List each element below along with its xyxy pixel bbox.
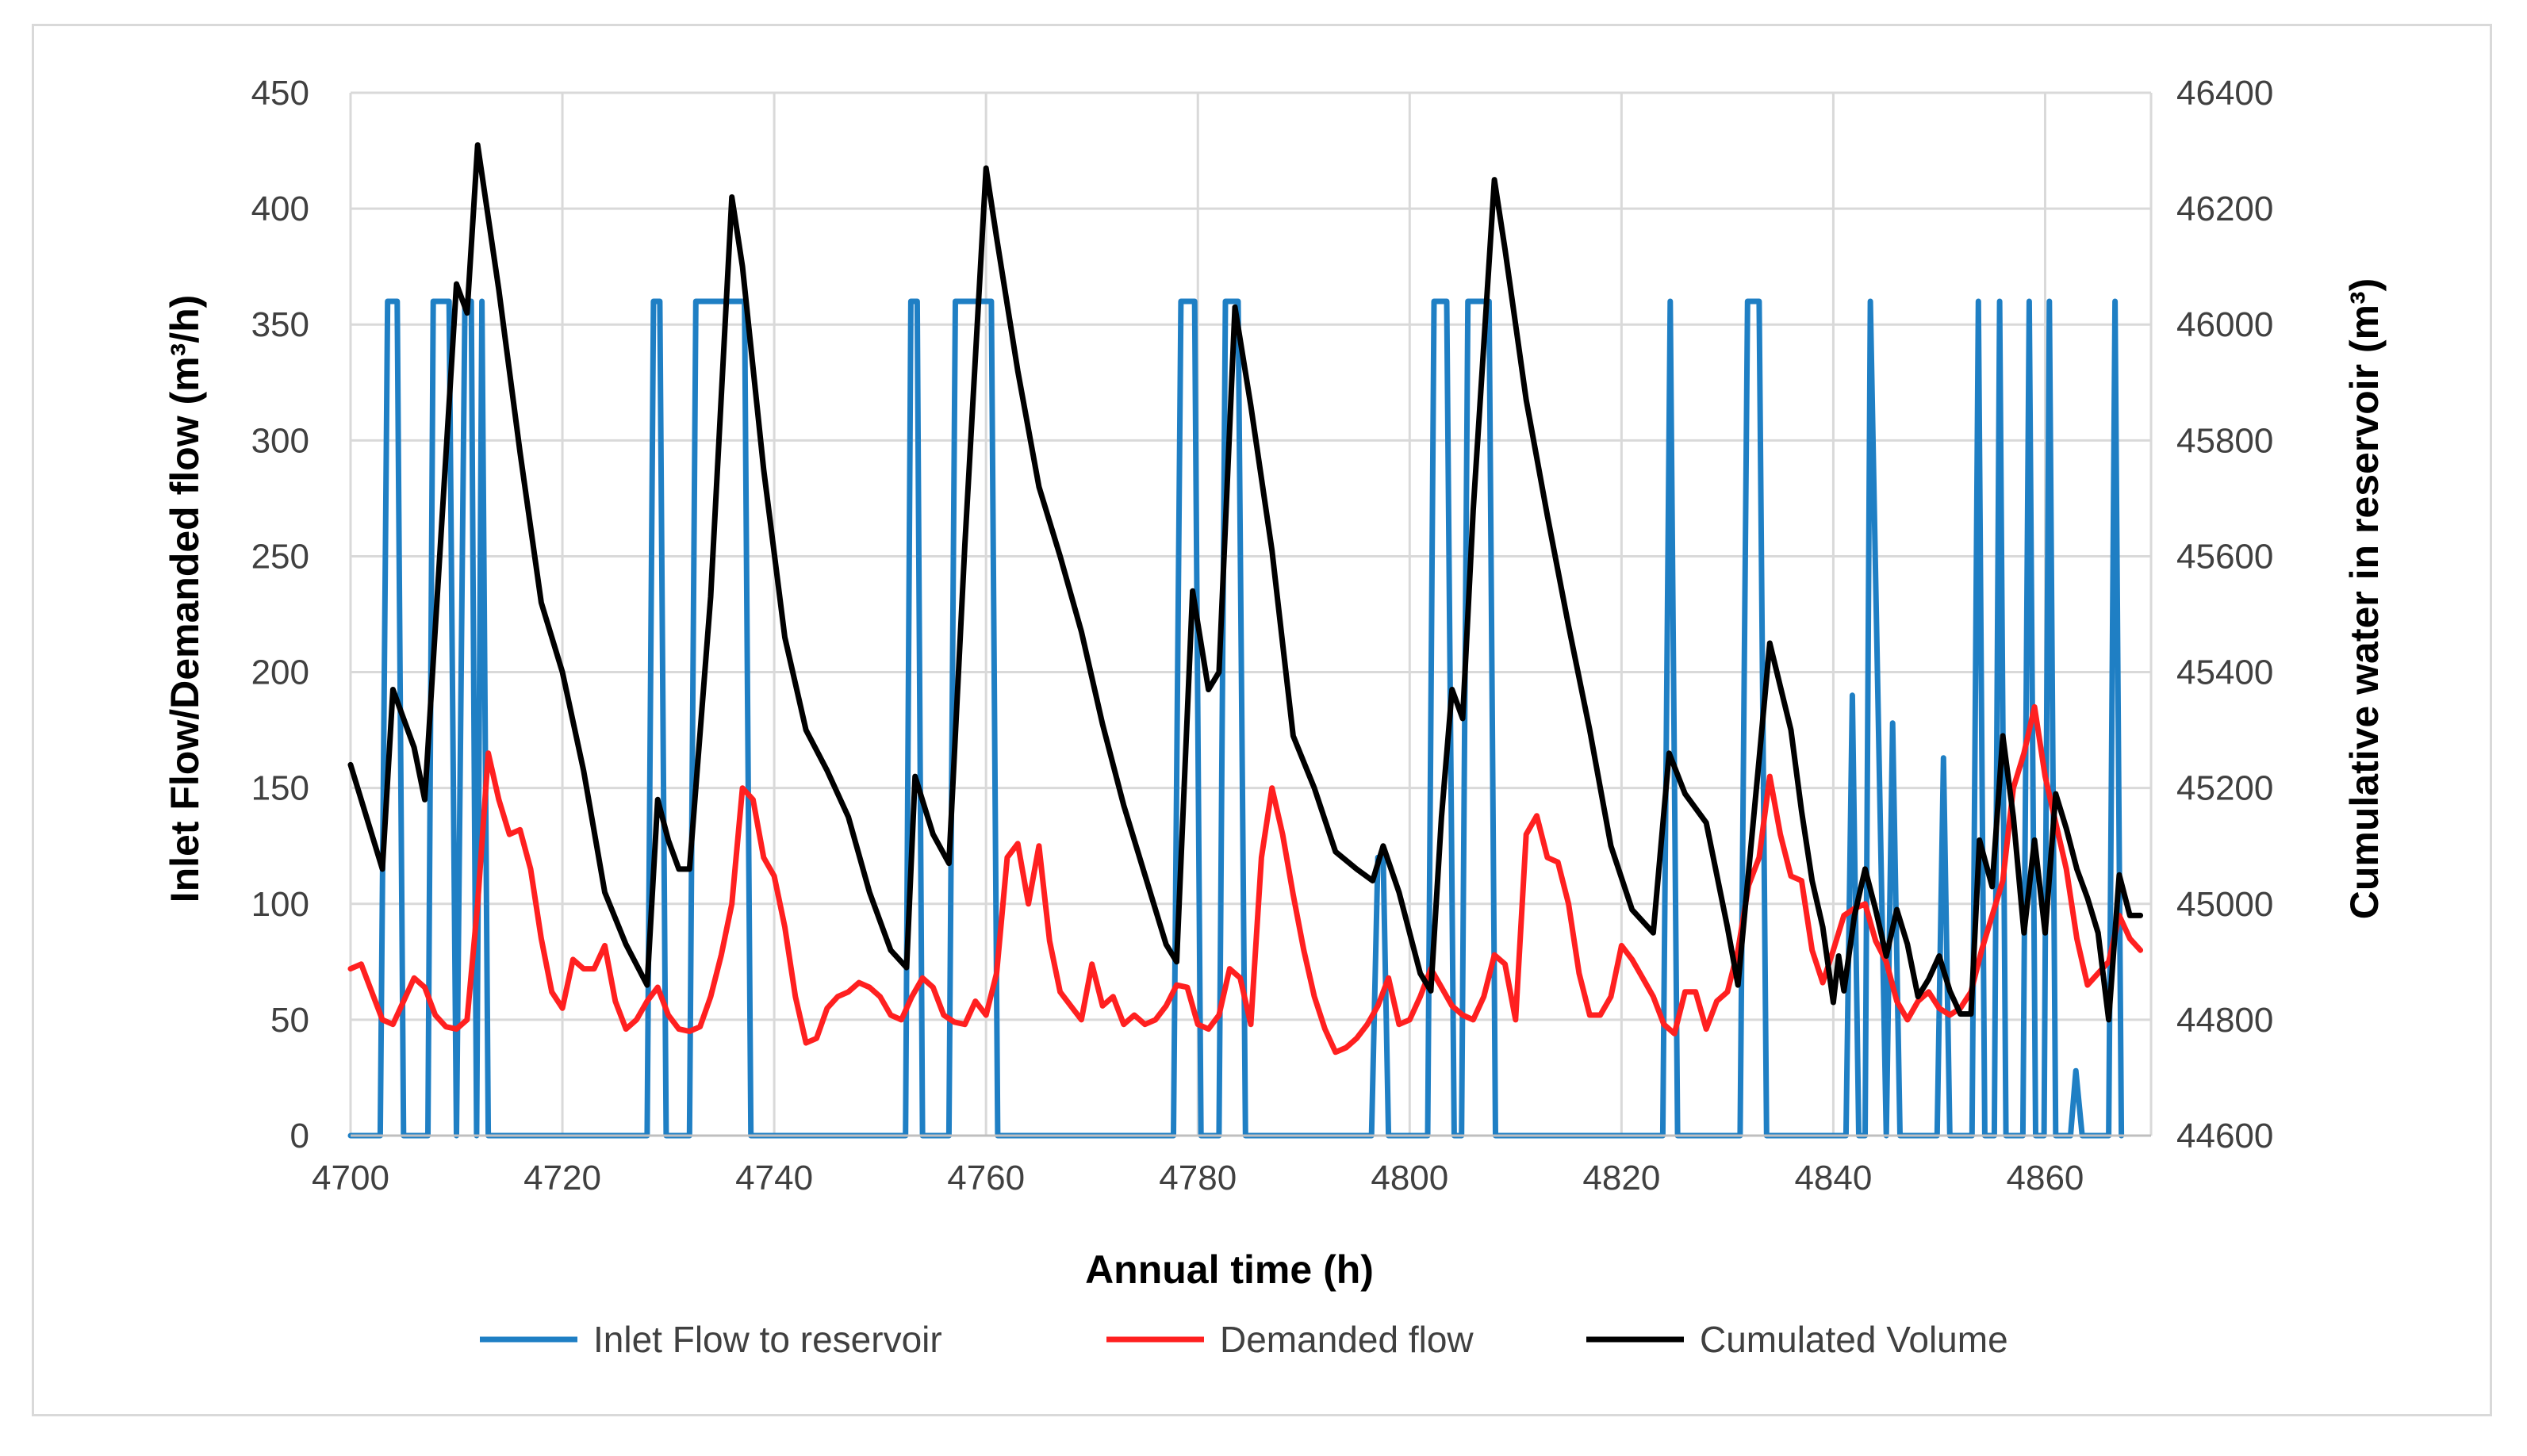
y-right-tick-label: 44600 (2176, 1117, 2273, 1155)
y-right-tick-label: 45800 (2176, 421, 2273, 460)
y-right-tick-label: 45200 (2176, 769, 2273, 808)
legend: Inlet Flow to reservoir Demanded flow Cu… (480, 1319, 2008, 1360)
y-right-tick-label: 46400 (2176, 74, 2273, 113)
series-layer (347, 142, 2144, 1139)
x-tick-labels: 4700 4720 4740 4760 4780 4800 4820 4840 4860 (312, 1159, 2084, 1197)
cumulated-volume-line (347, 142, 2144, 1023)
legend-label-inlet: Inlet Flow to reservoir (593, 1319, 942, 1360)
x-tick-label: 4760 (947, 1159, 1025, 1197)
y-left-tick-labels: 0 50 100 150 200 250 300 350 400 450 (251, 74, 309, 1155)
y-left-tick-label: 300 (251, 421, 309, 460)
y-right-tick-label: 45600 (2176, 537, 2273, 576)
legend-label-cumulated: Cumulated Volume (1700, 1319, 2008, 1360)
x-tick-label: 4800 (1371, 1159, 1448, 1197)
y-left-axis-title: Inlet Flow/Demanded flow (m³/h) (163, 295, 207, 903)
legend-label-demanded: Demanded flow (1220, 1319, 1474, 1360)
x-tick-label: 4860 (2007, 1159, 2084, 1197)
y-left-tick-label: 250 (251, 537, 309, 576)
x-tick-label: 4820 (1582, 1159, 1660, 1197)
y-right-tick-labels: 44600 44800 45000 45200 45400 45600 45800 46000… (2176, 74, 2273, 1155)
y-left-tick-label: 0 (290, 1117, 309, 1155)
y-right-tick-label: 45000 (2176, 885, 2273, 924)
y-right-tick-label: 44800 (2176, 1001, 2273, 1040)
y-left-tick-label: 200 (251, 653, 309, 692)
x-tick-label: 4700 (312, 1159, 389, 1197)
demanded-flow-line (347, 703, 2144, 1056)
x-tick-label: 4720 (523, 1159, 601, 1197)
y-left-tick-label: 100 (251, 885, 309, 924)
y-left-tick-label: 450 (251, 74, 309, 113)
y-left-tick-label: 400 (251, 190, 309, 228)
chart-frame (32, 24, 2492, 1416)
y-left-tick-label: 350 (251, 305, 309, 344)
y-right-axis-title: Cumulative water in reservoir (m³) (2342, 278, 2387, 920)
x-tick-label: 4740 (735, 1159, 813, 1197)
y-left-tick-label: 50 (270, 1001, 309, 1040)
x-axis-title: Annual time (h) (1085, 1247, 1374, 1292)
x-tick-label: 4840 (1794, 1159, 1872, 1197)
y-left-tick-label: 150 (251, 769, 309, 808)
y-right-tick-label: 46200 (2176, 190, 2273, 228)
y-right-tick-label: 46000 (2176, 305, 2273, 344)
x-tick-label: 4780 (1159, 1159, 1237, 1197)
y-right-tick-label: 45400 (2176, 653, 2273, 692)
